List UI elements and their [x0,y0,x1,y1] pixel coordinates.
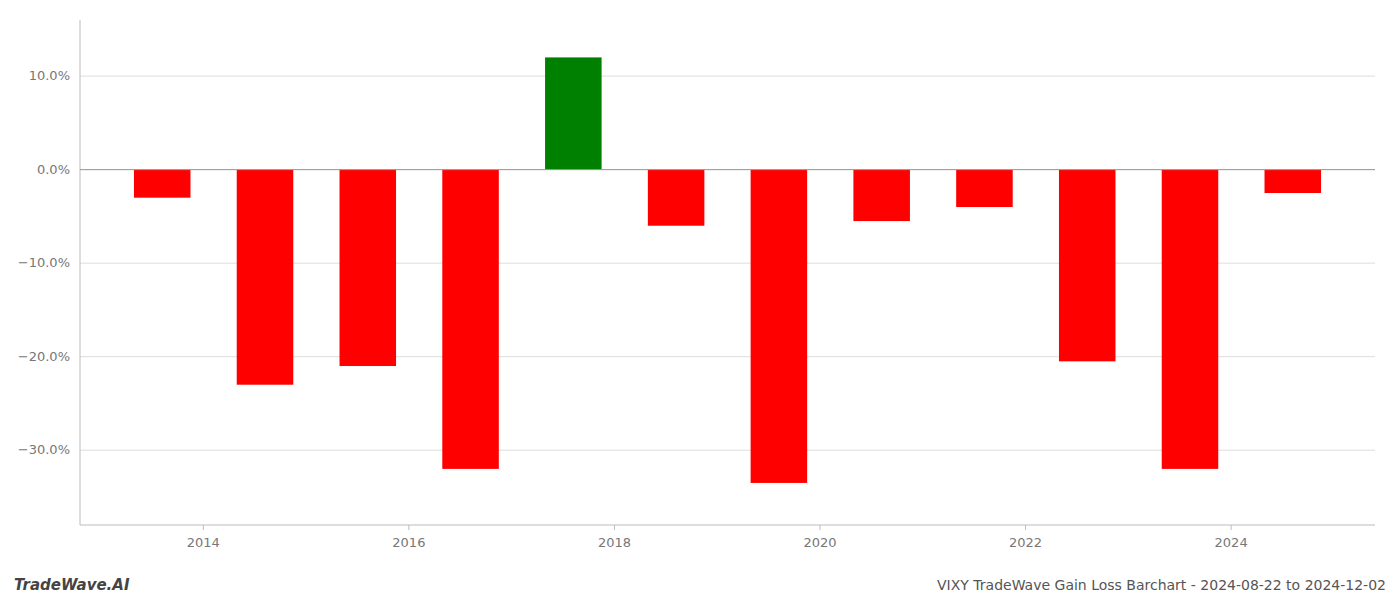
x-tick-label: 2014 [187,535,220,550]
x-tick [1025,525,1026,530]
y-tick-label: 0.0% [37,162,70,177]
zero-line [80,169,1375,170]
bar [751,170,808,483]
x-tick [408,525,409,530]
bar [442,170,499,469]
x-tick-label: 2022 [1009,535,1042,550]
y-axis-line [80,20,81,525]
x-tick-label: 2016 [392,535,425,550]
bar [853,170,910,221]
bar [1059,170,1116,362]
y-tick-label: −30.0% [18,442,70,457]
y-tick-label: −20.0% [18,349,70,364]
x-tick [203,525,204,530]
watermark: TradeWave.AI [14,576,130,594]
grid-line [80,76,1375,77]
y-tick-label: −10.0% [18,255,70,270]
bars [134,57,1321,483]
bar [1162,170,1219,469]
bar [340,170,397,366]
x-tick [820,525,821,530]
x-tick-label: 2020 [803,535,836,550]
grid-line [80,169,1375,170]
x-axis-line [80,525,1375,526]
x-tick-label: 2018 [598,535,631,550]
x-tick [1231,525,1232,530]
bar [956,170,1013,207]
bar [134,170,191,198]
title: VIXY TradeWave Gain Loss Barchart - 2024… [937,577,1386,593]
bar [648,170,705,226]
bar [1265,170,1322,193]
chart: 10.0% 0.0% −10.0% −20.0% −30.0% 2014 2016 2018 2… [0,0,1400,600]
bar [237,170,294,385]
y-tick-label: 10.0% [29,68,70,83]
x-tick-label: 2024 [1215,535,1248,550]
x-tick [614,525,615,530]
bar [545,57,602,169]
